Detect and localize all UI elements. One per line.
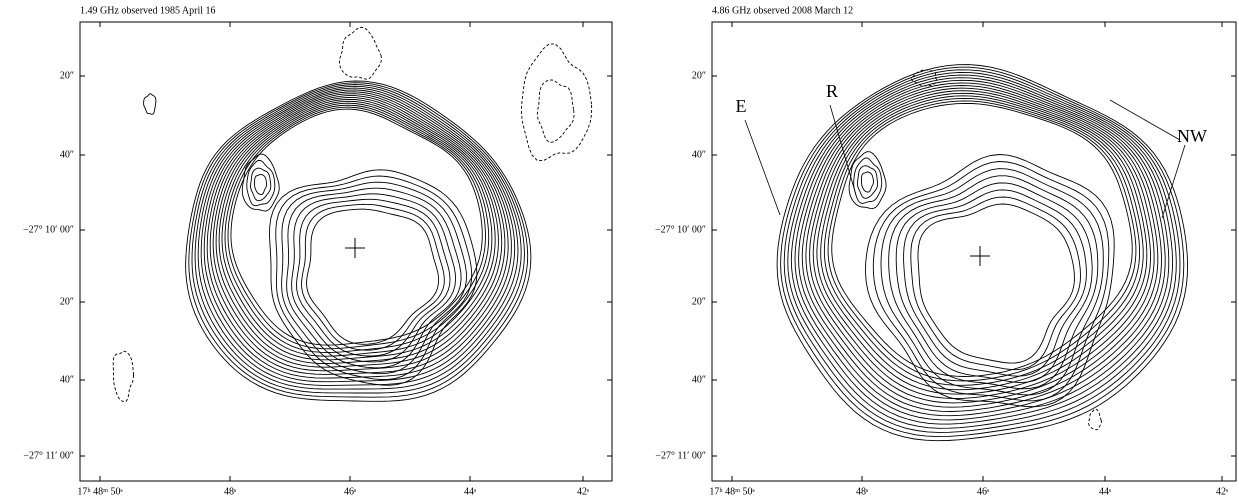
- x-tick-label: 17ʰ 48ᵐ 50ˢ: [709, 486, 754, 497]
- panel-title: 1.49 GHz observed 1985 April 16: [80, 5, 216, 16]
- panel-frame: [80, 22, 612, 481]
- annotation: NW: [1177, 126, 1207, 146]
- figure: 1.49 GHz observed 1985 April 16 4.86 GHz…: [0, 0, 1239, 501]
- x-tick-label: 17ʰ 48ᵐ 50ˢ: [77, 486, 122, 497]
- y-tick-label: 20″: [60, 296, 74, 307]
- leader-line: [1162, 145, 1185, 218]
- y-tick-label: 20″: [60, 70, 74, 81]
- contour: [297, 199, 451, 356]
- x-tick-label: 42ˢ: [1216, 486, 1228, 497]
- y-tick-label: 40″: [60, 149, 74, 160]
- y-tick-label: −27° 10′ 00″: [655, 224, 706, 235]
- y-tick-label: −27° 11′ 00″: [655, 450, 706, 461]
- annotation: E: [736, 96, 747, 116]
- y-tick-label: 20″: [692, 296, 706, 307]
- contour: [255, 174, 267, 194]
- y-tick-label: −27° 10′ 00″: [23, 224, 74, 235]
- contour: [781, 67, 1184, 436]
- annotation: R: [826, 81, 838, 101]
- contour: [918, 204, 1074, 363]
- x-tick-label: 46ˢ: [344, 486, 356, 497]
- y-tick-label: 40″: [692, 149, 706, 160]
- contour: [307, 209, 439, 344]
- y-tick-label: 20″: [692, 70, 706, 81]
- negative-contour: [1089, 409, 1102, 430]
- negative-contour: [521, 44, 591, 161]
- contour: [862, 172, 874, 192]
- x-tick-label: 48ˢ: [224, 486, 236, 497]
- negative-contour: [113, 351, 133, 402]
- x-tick-label: 42ˢ: [577, 486, 589, 497]
- negative-contour: [339, 27, 381, 79]
- y-tick-label: 40″: [60, 374, 74, 385]
- negative-contour: [537, 80, 574, 142]
- contour: [251, 168, 271, 201]
- contour: [817, 93, 1147, 394]
- x-tick-label: 44ˢ: [464, 486, 476, 497]
- y-tick-label: 40″: [692, 374, 706, 385]
- negative-contour: [144, 94, 156, 115]
- contour: [911, 197, 1081, 370]
- x-tick-label: 46ˢ: [977, 486, 989, 497]
- y-tick-label: −27° 11′ 00″: [23, 450, 74, 461]
- contour: [799, 80, 1166, 415]
- leader-line: [745, 120, 780, 215]
- x-tick-label: 44ˢ: [1099, 486, 1111, 497]
- contour: [889, 176, 1098, 389]
- contour: [857, 166, 877, 199]
- x-tick-label: 48ˢ: [856, 486, 868, 497]
- contour: [302, 204, 445, 350]
- panel-title: 4.86 GHz observed 2008 March 12: [712, 5, 853, 16]
